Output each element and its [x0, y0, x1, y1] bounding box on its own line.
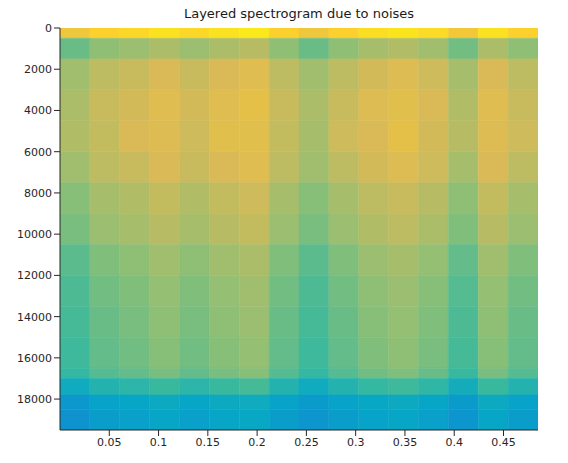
svg-text:0.2: 0.2 [248, 436, 266, 449]
svg-text:0.25: 0.25 [294, 436, 319, 449]
svg-text:0.3: 0.3 [347, 436, 365, 449]
svg-text:0.15: 0.15 [196, 436, 221, 449]
svg-text:0: 0 [45, 22, 52, 35]
svg-text:0.1: 0.1 [150, 436, 168, 449]
svg-text:0.45: 0.45 [491, 436, 516, 449]
svg-text:2000: 2000 [24, 63, 52, 76]
svg-text:12000: 12000 [17, 269, 52, 282]
html-text:Layered spectrogram due to noi: Layered spectrogram due to noises [183, 6, 415, 21]
svg-text:10000: 10000 [17, 228, 52, 241]
svg-text:0.4: 0.4 [445, 436, 463, 449]
svg-text:16000: 16000 [17, 352, 52, 365]
svg-text:6000: 6000 [24, 146, 52, 159]
svg-text:0.05: 0.05 [97, 436, 122, 449]
svg-text:14000: 14000 [17, 311, 52, 324]
svg-text:8000: 8000 [24, 187, 52, 200]
svg-text:4000: 4000 [24, 104, 52, 117]
svg-text:18000: 18000 [17, 393, 52, 406]
svg-text:0.35: 0.35 [393, 436, 418, 449]
